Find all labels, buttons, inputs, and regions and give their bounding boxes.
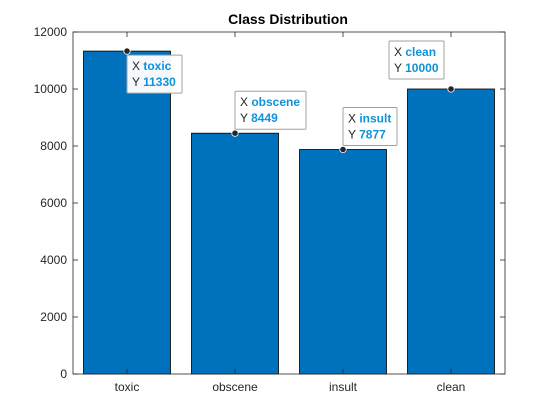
datatip-y-line: Y 10000 bbox=[394, 61, 439, 75]
y-tick-label: 10000 bbox=[34, 82, 68, 96]
datatip-marker bbox=[339, 145, 347, 154]
datatip-box bbox=[234, 90, 307, 130]
datatip-x-line: X obscene bbox=[240, 95, 300, 109]
y-tick-label: 8000 bbox=[40, 139, 67, 153]
datatip-marker bbox=[123, 47, 131, 55]
bar-obscene[interactable] bbox=[191, 132, 279, 375]
y-tick-label: 6000 bbox=[40, 196, 67, 210]
datatip-y-line: Y 8449 bbox=[240, 111, 278, 125]
datatip-obscene[interactable]: X obscene Y 8449 bbox=[231, 90, 307, 137]
y-tick-label: 12000 bbox=[34, 25, 68, 39]
datatip-toxic[interactable]: X toxic Y 11330 bbox=[123, 47, 183, 94]
x-tick-label: toxic bbox=[115, 380, 140, 394]
x-tick-label: insult bbox=[329, 380, 358, 394]
datatip-box bbox=[388, 40, 445, 80]
y-tick-label: 2000 bbox=[40, 310, 67, 324]
datatip-x-line: X toxic bbox=[132, 59, 172, 73]
chart-title: Class Distribution bbox=[228, 11, 348, 27]
datatip-x-line: X clean bbox=[394, 45, 436, 59]
datatips-layer: X toxic Y 11330 X obscene Y 8449 X insult Y 7… bbox=[123, 40, 455, 154]
bar-clean[interactable] bbox=[407, 88, 495, 375]
datatip-clean[interactable]: X clean Y 10000 bbox=[388, 40, 455, 93]
datatip-x-line: X insult bbox=[348, 112, 391, 126]
axes-layer: 0 2000 4000 6000 8000 10000 12000 toxic obscene i… bbox=[34, 25, 506, 394]
bar-insult[interactable] bbox=[299, 149, 387, 375]
datatip-y-line: Y 7877 bbox=[348, 128, 386, 142]
x-tick-label: obscene bbox=[212, 380, 258, 394]
x-tick-label: clean bbox=[437, 380, 466, 394]
datatip-marker bbox=[447, 85, 455, 93]
y-tick-label: 0 bbox=[60, 367, 67, 381]
datatip-marker bbox=[231, 129, 239, 137]
datatip-y-line: Y 11330 bbox=[132, 75, 176, 89]
y-tick-label: 4000 bbox=[40, 253, 67, 267]
datatip-box bbox=[342, 107, 398, 147]
datatip-insult[interactable]: X insult Y 7877 bbox=[339, 107, 398, 154]
bar-toxic[interactable] bbox=[83, 50, 171, 375]
datatip-box bbox=[126, 54, 183, 94]
